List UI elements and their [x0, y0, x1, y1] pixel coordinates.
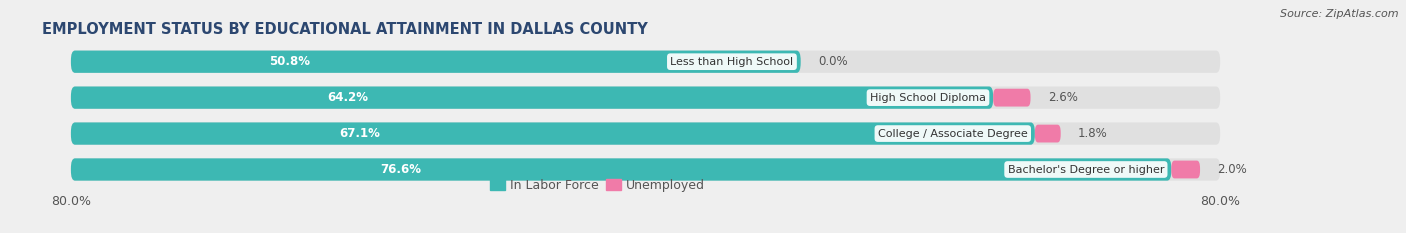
- Text: EMPLOYMENT STATUS BY EDUCATIONAL ATTAINMENT IN DALLAS COUNTY: EMPLOYMENT STATUS BY EDUCATIONAL ATTAINM…: [42, 22, 648, 37]
- FancyBboxPatch shape: [70, 158, 1171, 181]
- Text: High School Diploma: High School Diploma: [870, 93, 986, 103]
- Text: Bachelor's Degree or higher: Bachelor's Degree or higher: [1008, 164, 1164, 175]
- Text: 1.8%: 1.8%: [1078, 127, 1108, 140]
- FancyBboxPatch shape: [70, 86, 993, 109]
- Text: 67.1%: 67.1%: [340, 127, 381, 140]
- FancyBboxPatch shape: [1035, 125, 1060, 142]
- Text: 0.0%: 0.0%: [818, 55, 848, 68]
- Text: 76.6%: 76.6%: [381, 163, 422, 176]
- Text: College / Associate Degree: College / Associate Degree: [877, 129, 1028, 139]
- Text: Less than High School: Less than High School: [671, 57, 793, 67]
- FancyBboxPatch shape: [70, 51, 1220, 73]
- Text: 50.8%: 50.8%: [270, 55, 311, 68]
- Text: Source: ZipAtlas.com: Source: ZipAtlas.com: [1281, 9, 1399, 19]
- FancyBboxPatch shape: [993, 89, 1031, 106]
- FancyBboxPatch shape: [70, 122, 1035, 145]
- FancyBboxPatch shape: [70, 122, 1220, 145]
- Text: 64.2%: 64.2%: [328, 91, 368, 104]
- FancyBboxPatch shape: [70, 51, 800, 73]
- Text: 2.6%: 2.6%: [1047, 91, 1077, 104]
- FancyBboxPatch shape: [70, 158, 1220, 181]
- Text: 2.0%: 2.0%: [1218, 163, 1247, 176]
- FancyBboxPatch shape: [1171, 161, 1201, 178]
- FancyBboxPatch shape: [70, 86, 1220, 109]
- Legend: In Labor Force, Unemployed: In Labor Force, Unemployed: [485, 174, 710, 197]
